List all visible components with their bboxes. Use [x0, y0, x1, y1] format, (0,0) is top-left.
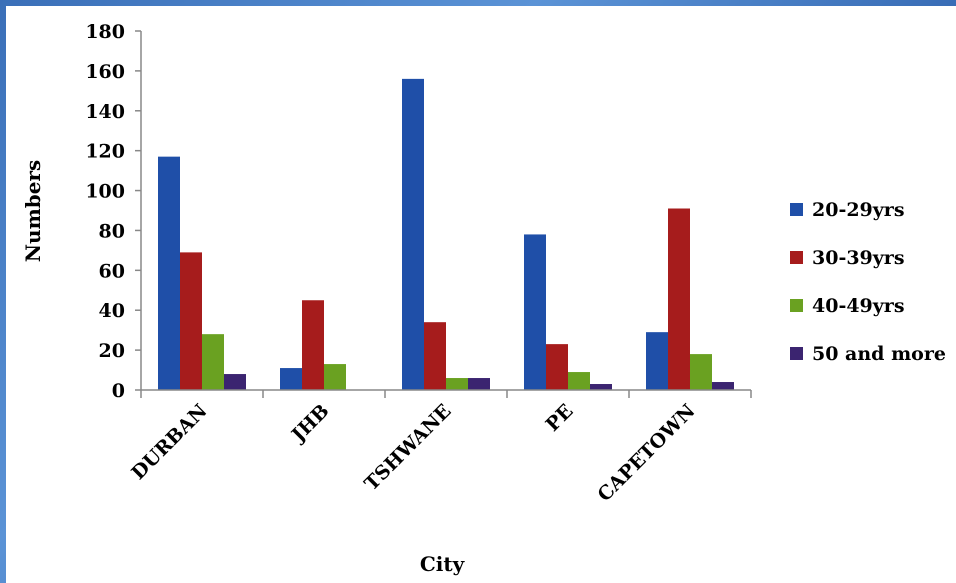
y-tick-label: 80 [99, 220, 125, 242]
legend-label: 50 and more [812, 343, 946, 365]
y-tick-label: 20 [99, 340, 125, 362]
x-category-label: TSHWANE [360, 400, 455, 495]
bar-jhb-3 [324, 364, 346, 390]
x-category-label: DURBAN [127, 400, 211, 484]
legend-swatch [790, 347, 803, 360]
y-axis-title: Numbers [21, 160, 45, 263]
bar-durban-4 [224, 374, 246, 390]
bar-capetown-4 [712, 382, 734, 390]
bar-durban-2 [180, 252, 202, 390]
bar-tshwane-4 [468, 378, 490, 390]
x-category-label: CAPETOWN [593, 400, 699, 506]
legend-label: 40-49yrs [812, 295, 905, 317]
x-category-label: JHB [286, 400, 333, 447]
bar-pe-1 [524, 234, 546, 390]
legend-label: 20-29yrs [812, 199, 905, 221]
y-tick-label: 100 [85, 181, 125, 203]
bar-durban-1 [158, 156, 180, 390]
x-axis-title: City [420, 552, 466, 576]
legend-swatch [790, 299, 803, 312]
plot-area [158, 78, 734, 390]
chart-frame: 0 20 40 60 80 100 120 140 160 180 DURBAN JHB TSHWAN… [6, 6, 956, 583]
bar-capetown-1 [646, 332, 668, 390]
y-tick-label: 120 [85, 141, 125, 163]
y-tick-label: 40 [99, 300, 125, 322]
y-tick-label: 160 [85, 61, 125, 83]
bar-capetown-3 [690, 354, 712, 390]
y-tick-label: 140 [85, 101, 125, 123]
x-category-label: PE [542, 400, 578, 436]
legend: 20-29yrs 30-39yrs 40-49yrs 50 and more [790, 199, 946, 365]
x-axis: DURBAN JHB TSHWANE PE CAPETOWN [127, 389, 752, 506]
y-axis: 0 20 40 60 80 100 120 140 160 180 [85, 21, 142, 402]
bar-pe-3 [568, 372, 590, 390]
legend-swatch [790, 251, 803, 264]
bar-capetown-2 [668, 208, 690, 390]
bar-jhb-2 [302, 300, 324, 390]
bar-jhb-1 [280, 368, 302, 390]
y-tick-label: 0 [112, 380, 125, 402]
y-tick-label: 180 [85, 21, 125, 43]
bar-pe-2 [546, 344, 568, 390]
bar-tshwane-1 [402, 78, 424, 390]
bar-chart: 0 20 40 60 80 100 120 140 160 180 DURBAN JHB TSHWAN… [21, 21, 946, 576]
bar-tshwane-2 [424, 322, 446, 390]
y-tick-label: 60 [99, 260, 125, 282]
bar-tshwane-3 [446, 378, 468, 390]
bar-pe-4 [590, 384, 612, 390]
legend-label: 30-39yrs [812, 247, 905, 269]
bar-durban-3 [202, 334, 224, 390]
legend-swatch [790, 203, 803, 216]
